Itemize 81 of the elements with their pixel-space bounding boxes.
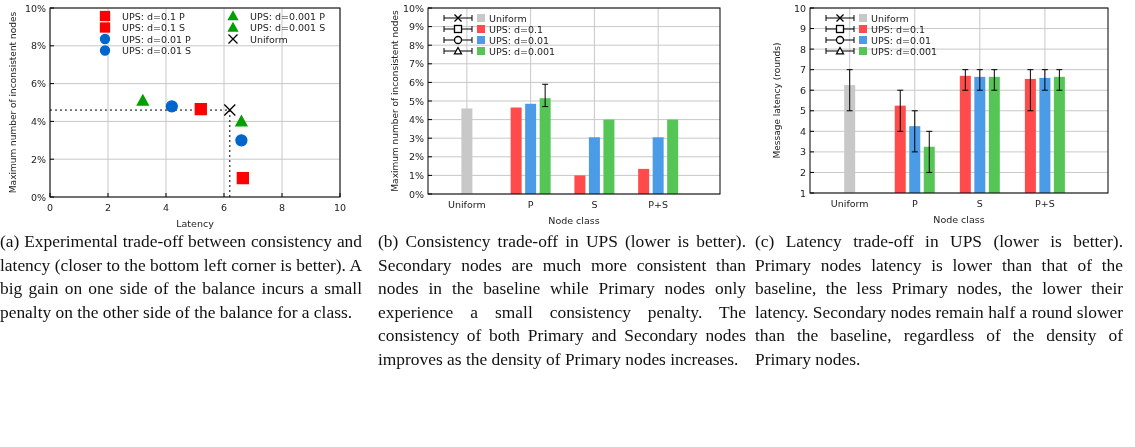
point: [165, 100, 178, 113]
y-tick-label: 3: [799, 146, 806, 158]
legend-label: UPS: d=0.1: [489, 23, 544, 35]
y-tick-label: 9: [799, 23, 806, 35]
y-tick-label: 9%: [408, 21, 424, 33]
x-tick-label: 4: [162, 202, 170, 213]
x-tick-label: P+S: [1035, 198, 1055, 209]
bar: [667, 119, 679, 194]
legend-label: UPS: d=0.01 S: [122, 45, 192, 56]
y-tick-label: 2: [799, 166, 806, 178]
point: [136, 94, 149, 106]
legend-label: Uniform: [250, 33, 288, 45]
y-tick-label: 10%: [402, 2, 424, 14]
y-tick-label: 10%: [24, 2, 46, 14]
x-tick-label: 10: [333, 202, 347, 213]
y-tick-label: 6%: [408, 76, 424, 88]
y-tick-label: 4: [799, 125, 806, 137]
y-tick-label: 2%: [408, 151, 424, 163]
bar: [588, 137, 600, 194]
x-axis-title: Latency: [176, 218, 215, 229]
text: (b) Consistency trade-off in UPS (lower is better). Secondary nodes are much more consistent than nodes in the baseline while Primary nodes only experience a small consistency penalty. The consistency of both Primary and Secondary nodes improves as the density of Primary nodes increases.: [378, 230, 746, 371]
y-tick-label: 5%: [408, 95, 424, 107]
y-axis-title: Maximum number of inconsistent nodes: [8, 11, 18, 194]
legend-label: UPS: d=0.01 P: [122, 33, 192, 45]
point: [235, 115, 248, 127]
y-tick-label: 5: [799, 105, 806, 117]
y-axis-title: Message latency (rounds): [772, 42, 782, 159]
x-tick-label: S: [591, 199, 598, 210]
x-axis-title: Node class: [548, 215, 600, 226]
point: [223, 103, 236, 117]
x-tick-label: 8: [278, 202, 286, 213]
legend-label: UPS: d=0.001: [489, 45, 556, 57]
point: [235, 134, 248, 147]
y-tick-label: 3%: [408, 132, 424, 144]
text: (c) Latency trade-off in UPS (lower is better). Primary nodes latency is lower than that of the baseline, the less Primary nodes, the lower their latency. Secondary nodes remain half a round slower than the baseline, regardless of the density of Primary nodes.: [755, 230, 1123, 371]
legend-label: UPS: d=0.001: [871, 45, 938, 57]
legend-label: Uniform: [871, 12, 909, 24]
x-tick-label: Uniform: [448, 199, 486, 210]
y-tick-label: 7: [799, 64, 806, 76]
x-tick-label: 2: [104, 202, 112, 213]
x-tick-label: P: [527, 199, 534, 210]
y-tick-label: 4%: [408, 114, 424, 126]
text: (a) Experimental trade-off between consistency and latency (closer to the bottom left corner is better). A big gain on one side of the balance incurs a small penalty on the other side of the balance for a class.: [0, 230, 362, 324]
y-tick-label: 8: [799, 43, 806, 55]
legend-label: UPS: d=0.1 S: [122, 22, 186, 33]
x-tick-label: 6: [220, 202, 228, 213]
y-tick-label: 0%: [30, 191, 46, 203]
y-tick-label: 1: [799, 187, 806, 199]
y-tick-label: 4%: [30, 115, 46, 127]
y-tick-label: 8%: [408, 39, 424, 51]
y-tick-label: 8%: [30, 40, 46, 52]
legend-label: UPS: d=0.001 S: [250, 22, 326, 33]
y-tick-label: 0%: [408, 188, 424, 200]
y-tick-label: 7%: [408, 58, 424, 70]
legend-label: UPS: d=0.001 P: [250, 10, 326, 22]
bar: [510, 107, 522, 194]
legend-label: UPS: d=0.1 P: [122, 10, 186, 22]
x-tick-label: P+S: [648, 199, 669, 210]
y-tick-label: 1%: [408, 169, 424, 181]
legend-label: UPS: d=0.1: [871, 23, 926, 35]
x-axis-title: Node class: [933, 214, 985, 225]
bar: [539, 98, 551, 194]
point: [194, 102, 207, 116]
legend-label: UPS: d=0.01: [489, 34, 550, 46]
point: [236, 171, 249, 185]
x-tick-label: Uniform: [830, 198, 869, 209]
bar: [574, 175, 586, 194]
bar: [638, 168, 650, 194]
legend-label: Uniform: [489, 12, 527, 24]
y-tick-label: 2%: [30, 153, 46, 165]
y-axis-title: Maximum number of inconsistent nodes: [390, 10, 400, 192]
y-tick-label: 10: [793, 2, 806, 14]
bar: [603, 119, 615, 194]
bar: [652, 137, 664, 194]
bar: [525, 103, 537, 194]
x-tick-label: 0: [46, 202, 54, 213]
legend-label: UPS: d=0.01: [871, 34, 932, 46]
x-tick-label: P: [911, 198, 918, 209]
x-tick-label: S: [976, 198, 983, 209]
y-tick-label: 6%: [30, 78, 46, 90]
y-tick-label: 6: [799, 84, 806, 96]
